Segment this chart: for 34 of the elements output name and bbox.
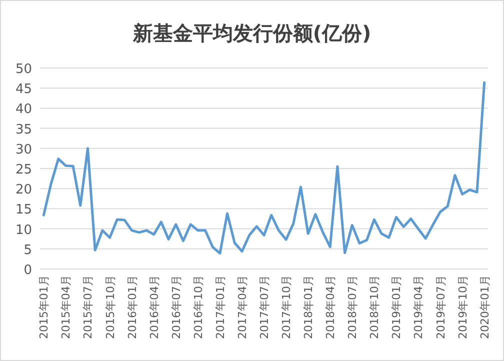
x-tick-label: 2018年01月 bbox=[302, 275, 316, 339]
y-tick-label: 10 bbox=[15, 222, 32, 238]
x-tick-label: 2018年04月 bbox=[324, 275, 338, 339]
y-tick-label: 20 bbox=[15, 182, 32, 198]
x-tick-label: 2015年07月 bbox=[82, 275, 95, 339]
y-tick-label: 25 bbox=[15, 162, 32, 178]
y-tick-label: 30 bbox=[15, 142, 32, 158]
y-tick-label: 0 bbox=[24, 263, 32, 278]
x-tick-label: 2016年04月 bbox=[148, 275, 161, 339]
x-tick-label: 2015年04月 bbox=[60, 275, 73, 339]
x-tick-label: 2017年10月 bbox=[280, 275, 294, 339]
y-tick-label: 40 bbox=[15, 102, 32, 118]
x-tick-label: 2019年01月 bbox=[390, 275, 404, 339]
x-tick-label: 2020年01月 bbox=[478, 275, 492, 339]
x-tick-label: 2017年04月 bbox=[236, 275, 249, 339]
x-tick-label: 2018年10月 bbox=[368, 275, 382, 339]
x-tick-label: 2016年07月 bbox=[170, 275, 183, 339]
x-tick-label: 2019年10月 bbox=[456, 275, 470, 339]
x-tick-label: 2015年10月 bbox=[104, 275, 117, 339]
y-tick-label: 5 bbox=[24, 242, 32, 258]
x-tick-label: 2016年01月 bbox=[126, 275, 139, 339]
x-tick-label: 2019年04月 bbox=[412, 275, 426, 339]
line-series bbox=[42, 81, 486, 255]
y-tick-label: 15 bbox=[15, 202, 32, 218]
x-tick-label: 2015年01月 bbox=[38, 275, 51, 339]
y-tick-label: 35 bbox=[15, 122, 32, 138]
x-tick-label: 2017年01月 bbox=[214, 275, 227, 339]
y-tick-label: 50 bbox=[15, 62, 32, 77]
x-tick-label: 2017年07月 bbox=[258, 275, 271, 339]
y-tick-label: 45 bbox=[15, 82, 32, 98]
x-tick-label: 2019年07月 bbox=[434, 275, 448, 339]
x-tick-label: 2016年10月 bbox=[192, 275, 205, 339]
x-tick-label: 2018年07月 bbox=[346, 275, 360, 339]
chart-title: 新基金平均发行份额(亿份) bbox=[132, 21, 372, 45]
